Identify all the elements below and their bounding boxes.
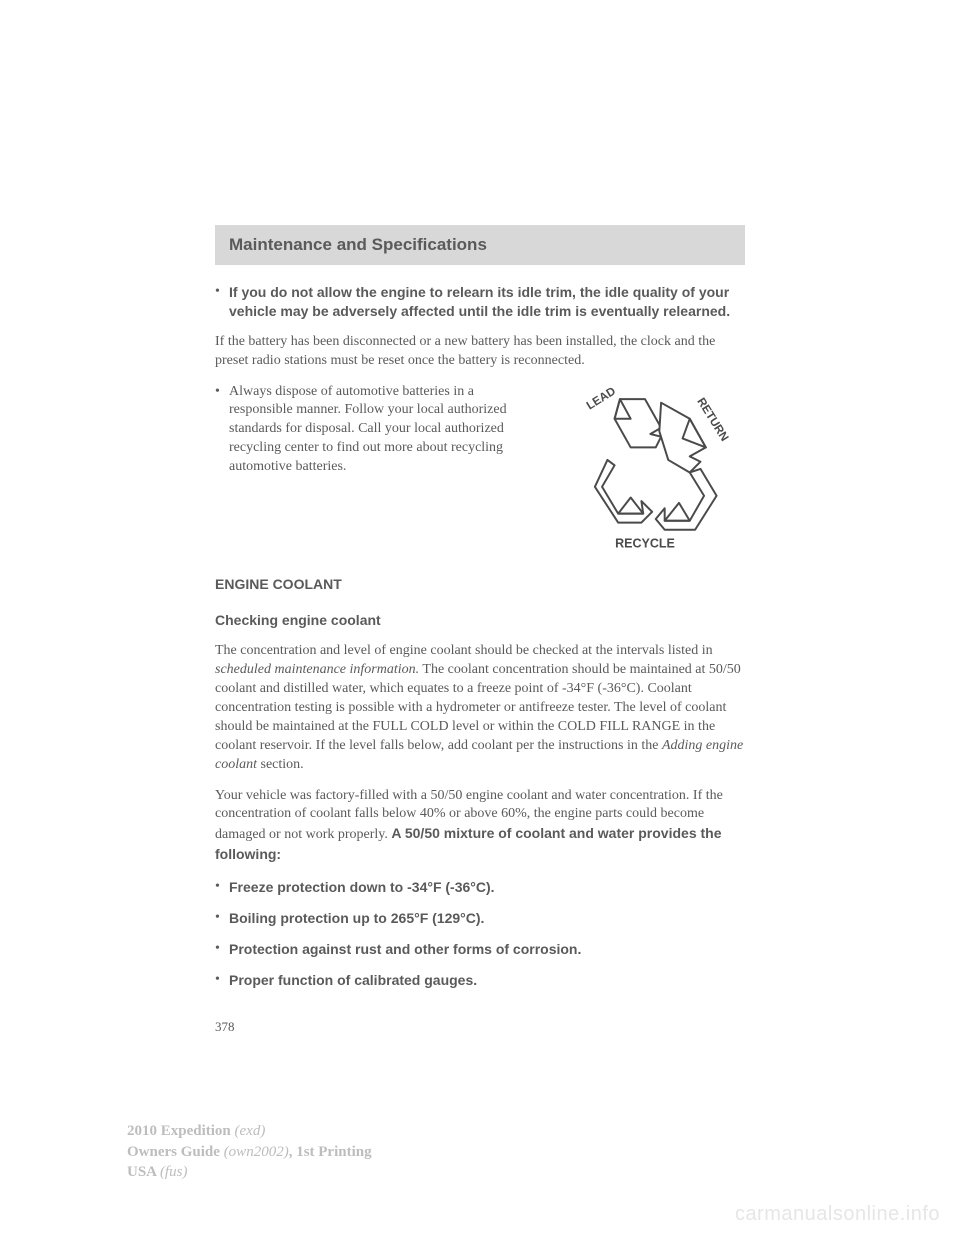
text: section. bbox=[257, 757, 304, 772]
bullet-text: Protection against rust and other forms … bbox=[229, 940, 745, 959]
recycle-label-recycle: RECYCLE bbox=[615, 536, 675, 550]
footer-region: USA bbox=[127, 1164, 160, 1180]
footer-code: (exd) bbox=[235, 1123, 266, 1139]
text: The concentration and level of engine co… bbox=[215, 643, 713, 658]
bullet-dot: • bbox=[215, 383, 229, 477]
heading-checking-coolant: Checking engine coolant bbox=[215, 611, 745, 630]
bullet-text: Proper function of calibrated gauges. bbox=[229, 971, 745, 990]
bullet-gauges: • Proper function of calibrated gauges. bbox=[215, 971, 745, 990]
paragraph-factory-fill: Your vehicle was factory-filled with a 5… bbox=[215, 787, 745, 867]
bullet-dot: • bbox=[215, 283, 229, 321]
bullet-dot: • bbox=[215, 909, 229, 928]
recycle-label-lead: LEAD bbox=[584, 384, 618, 412]
paragraph-coolant-concentration: The concentration and level of engine co… bbox=[215, 642, 745, 774]
bullet-dot: • bbox=[215, 971, 229, 990]
footer-guide: Owners Guide bbox=[127, 1144, 224, 1160]
footer-line-3: USA (fus) bbox=[127, 1162, 372, 1182]
bullet-dispose: • Always dispose of automotive batteries… bbox=[215, 383, 527, 477]
footer-code: (fus) bbox=[160, 1164, 188, 1180]
footer-code: (own2002) bbox=[224, 1144, 289, 1160]
heading-engine-coolant: ENGINE COOLANT bbox=[215, 575, 745, 594]
bullet-idle-trim: • If you do not allow the engine to rele… bbox=[215, 283, 745, 321]
recycle-icon: LEAD RETURN RECYCLE bbox=[555, 383, 735, 553]
footer-line-2: Owners Guide (own2002), 1st Printing bbox=[127, 1142, 372, 1162]
battery-dispose-text: • Always dispose of automotive batteries… bbox=[215, 383, 527, 553]
page-content: • If you do not allow the engine to rele… bbox=[215, 283, 745, 1035]
footer: 2010 Expedition (exd) Owners Guide (own2… bbox=[127, 1121, 372, 1182]
bullet-freeze: • Freeze protection down to -34°F (-36°C… bbox=[215, 878, 745, 897]
bullet-boil: • Boiling protection up to 265°F (129°C)… bbox=[215, 909, 745, 928]
bullet-dot: • bbox=[215, 878, 229, 897]
battery-dispose-row: • Always dispose of automotive batteries… bbox=[215, 383, 745, 553]
page-number: 378 bbox=[215, 1018, 745, 1036]
bullet-text: If you do not allow the engine to relear… bbox=[229, 283, 745, 321]
bullet-text: Freeze protection down to -34°F (-36°C). bbox=[229, 878, 745, 897]
paragraph-battery-reset: If the battery has been disconnected or … bbox=[215, 333, 745, 371]
bullet-text: Always dispose of automotive batteries i… bbox=[229, 383, 527, 477]
recycle-figure: LEAD RETURN RECYCLE bbox=[545, 383, 745, 553]
footer-model: 2010 Expedition bbox=[127, 1123, 235, 1139]
footer-printing: , 1st Printing bbox=[289, 1144, 372, 1160]
watermark: carmanualsonline.info bbox=[735, 1203, 940, 1226]
section-title: Maintenance and Specifications bbox=[229, 235, 487, 254]
text-italic: scheduled maintenance information. bbox=[215, 662, 419, 677]
bullet-dot: • bbox=[215, 940, 229, 959]
manual-page: Maintenance and Specifications • If you … bbox=[0, 0, 960, 1242]
section-header: Maintenance and Specifications bbox=[215, 225, 745, 265]
footer-line-1: 2010 Expedition (exd) bbox=[127, 1121, 372, 1141]
bullet-text: Boiling protection up to 265°F (129°C). bbox=[229, 909, 745, 928]
bullet-rust: • Protection against rust and other form… bbox=[215, 940, 745, 959]
